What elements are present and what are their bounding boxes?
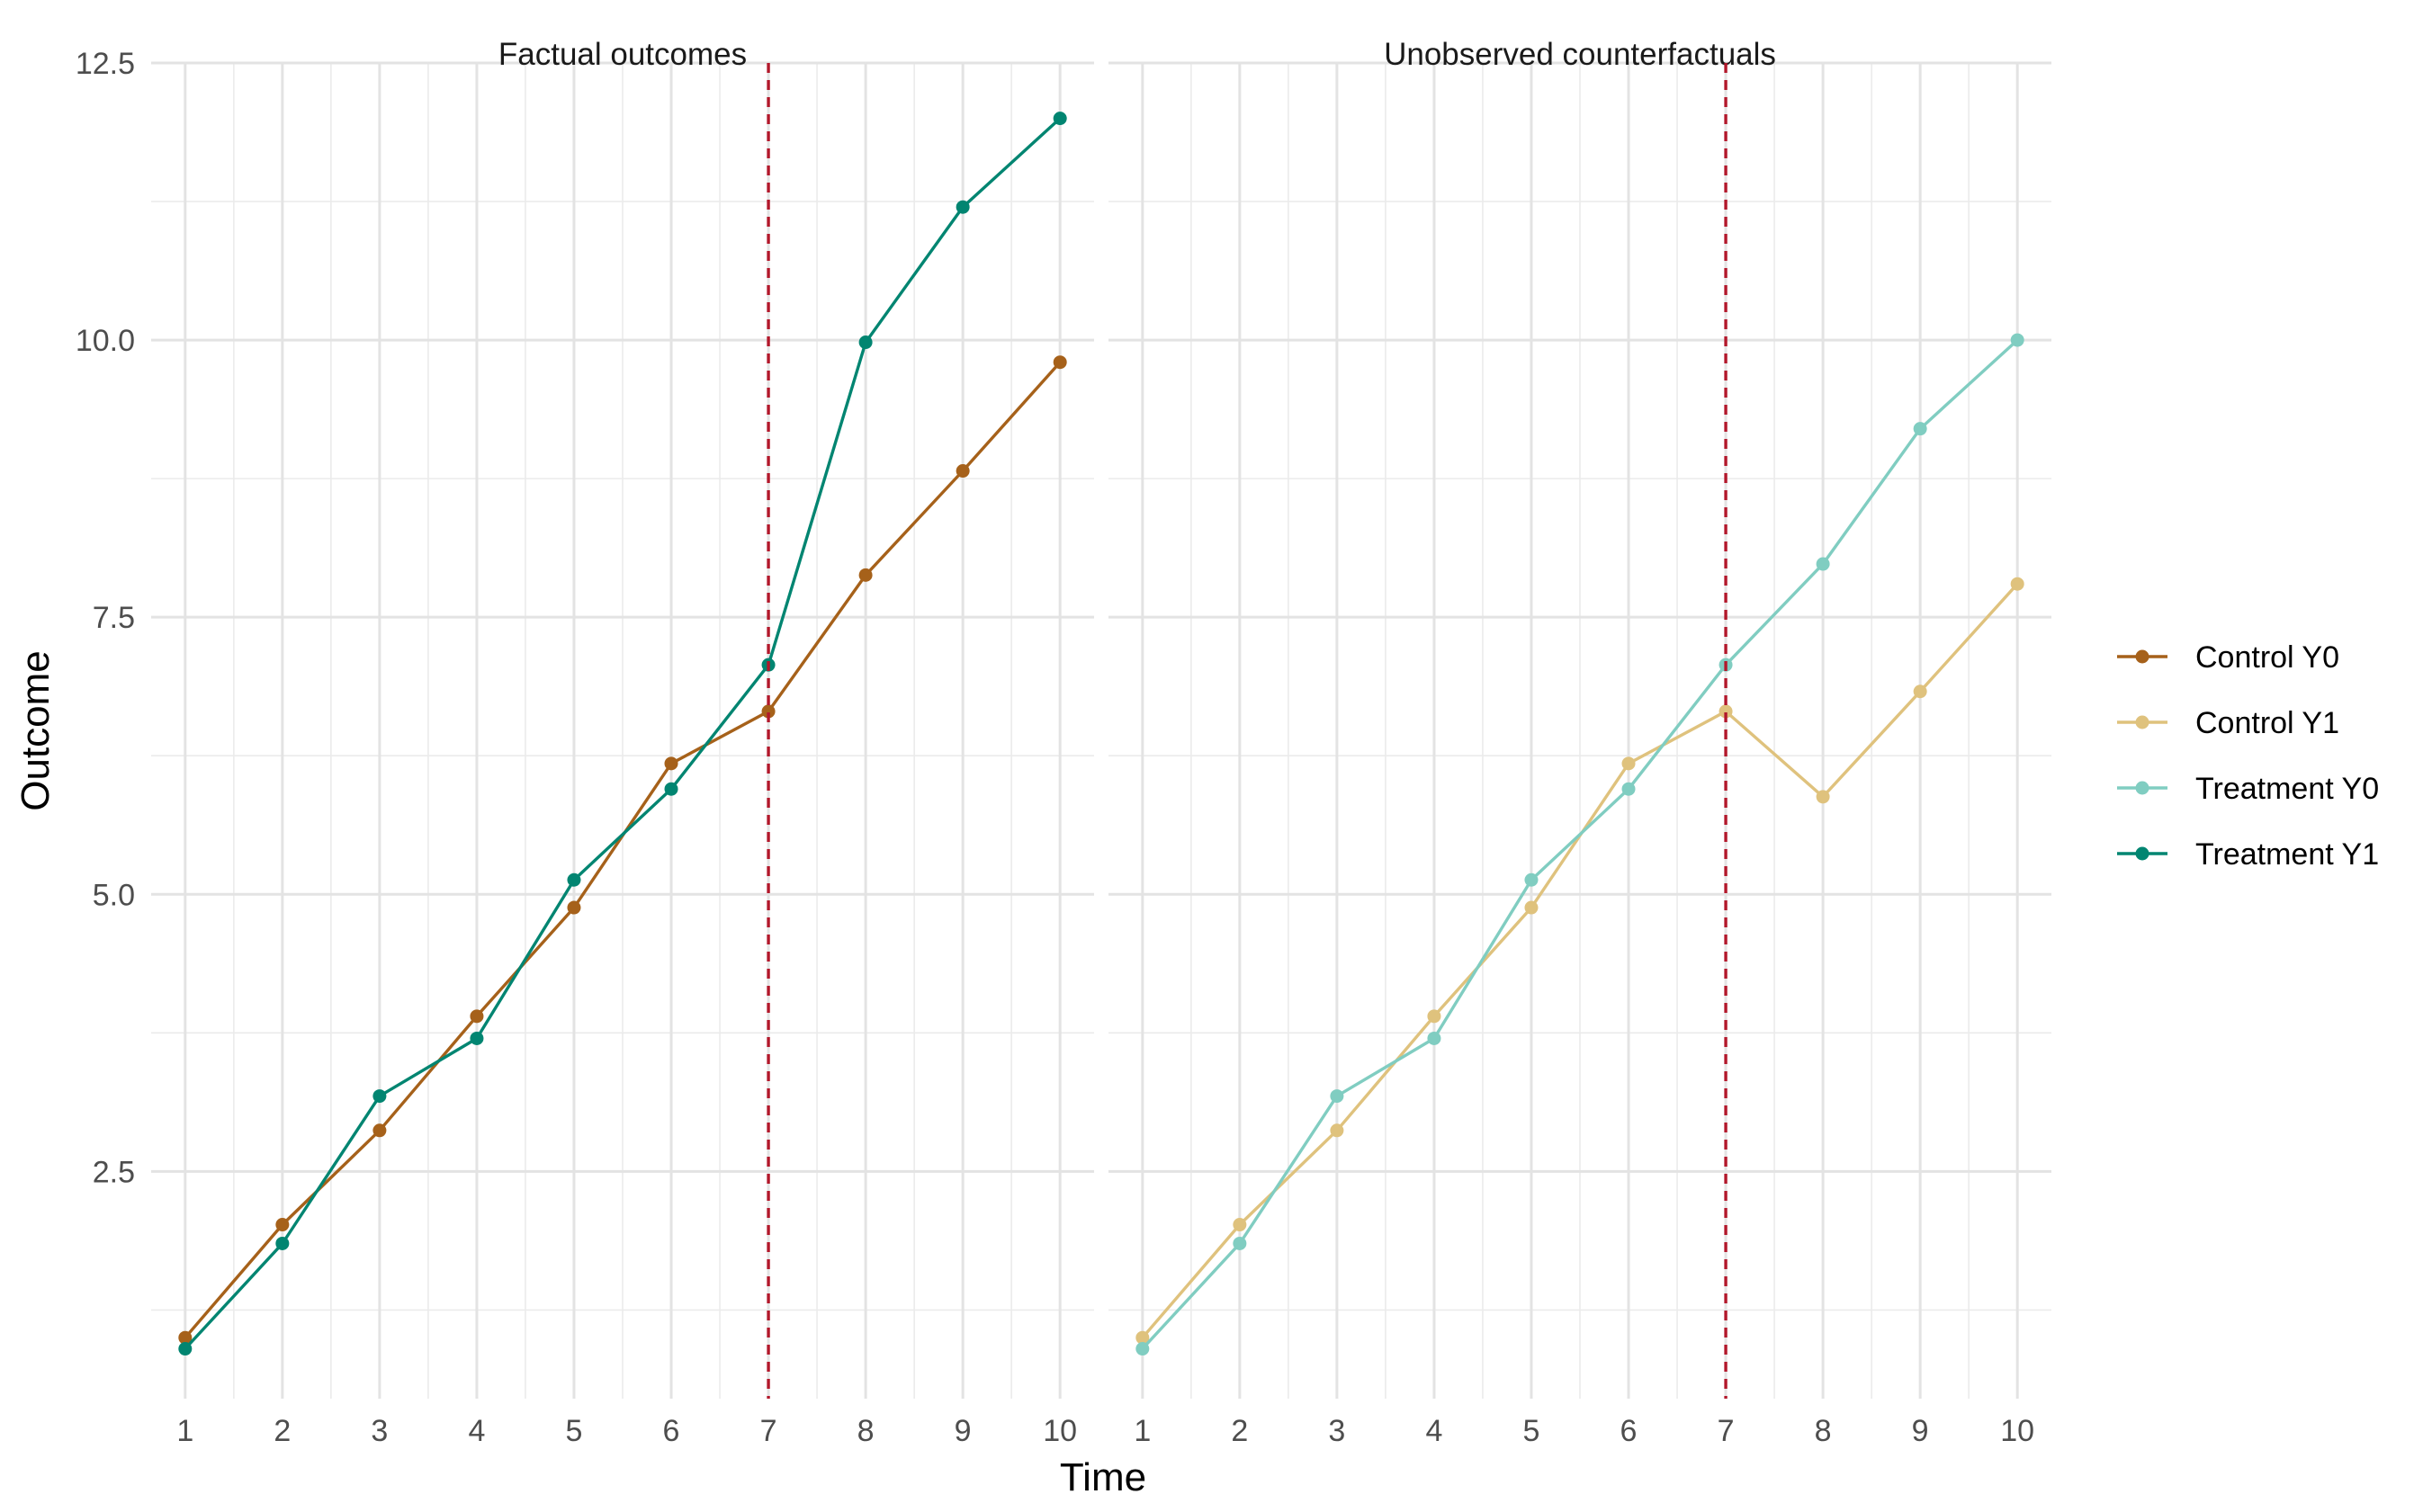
data-point <box>1233 1218 1247 1232</box>
data-point <box>178 1330 193 1345</box>
series-line <box>1141 338 2019 1350</box>
legend-label: Treatment Y0 <box>2195 772 2379 806</box>
x-tick-label: 6 <box>1620 1414 1638 1448</box>
data-point <box>664 756 678 771</box>
data-point <box>1816 557 1830 571</box>
series-line <box>184 117 1062 1350</box>
y-axis-title: Outcome <box>13 650 58 811</box>
y-tick-label: 2.5 <box>93 1155 135 1189</box>
data-point <box>1816 790 1830 804</box>
x-tick-label: 6 <box>663 1414 680 1448</box>
x-tick-label: 10 <box>1043 1414 1077 1448</box>
x-tick-label: 1 <box>176 1414 193 1448</box>
panel-2: Unobserved counterfactuals 1 2 3 4 5 6 7 8 9 10 <box>1108 37 2051 1448</box>
legend-item: Treatment Y1 <box>2117 837 2379 872</box>
y-tick-label: 7.5 <box>93 601 135 635</box>
data-point <box>2010 333 2024 347</box>
data-point <box>372 1123 387 1138</box>
data-point <box>372 1089 387 1104</box>
x-tick-label: 5 <box>566 1414 583 1448</box>
series-treatment-y1 <box>178 112 1067 1356</box>
data-point <box>1913 684 1927 699</box>
data-point <box>1621 782 1636 796</box>
data-point <box>1053 355 1067 370</box>
data-point <box>761 704 776 719</box>
x-tick-label: 5 <box>1523 1414 1540 1448</box>
data-point <box>1135 1342 1150 1356</box>
x-tick-label: 4 <box>468 1414 485 1448</box>
x-tick-label: 8 <box>1815 1414 1832 1448</box>
data-point <box>1524 872 1539 887</box>
legend-key-point <box>2135 715 2149 729</box>
data-point <box>956 200 970 214</box>
data-point <box>275 1236 290 1250</box>
x-tick-label: 10 <box>2000 1414 2034 1448</box>
x-tick-label: 3 <box>1328 1414 1345 1448</box>
data-point <box>1330 1123 1344 1138</box>
data-point <box>470 1031 484 1045</box>
x-tick-label: 1 <box>1134 1414 1151 1448</box>
data-point <box>1427 1031 1441 1045</box>
x-tick-label: 4 <box>1425 1414 1442 1448</box>
data-point <box>1330 1089 1344 1104</box>
legend-key-point <box>2135 846 2149 861</box>
panel-1: Factual outcomes 1 2 3 4 5 6 7 8 9 10 <box>151 37 1094 1448</box>
y-tick-label: 10.0 <box>76 324 135 358</box>
data-point <box>664 782 678 796</box>
x-tick-label: 3 <box>371 1414 388 1448</box>
data-point <box>1135 1330 1150 1345</box>
data-point <box>1913 422 1927 436</box>
legend-key-point <box>2135 781 2149 795</box>
data-point <box>1719 704 1733 719</box>
y-tick-label: 12.5 <box>76 47 135 81</box>
legend-label: Control Y0 <box>2195 640 2339 675</box>
x-tick-label: 7 <box>1718 1414 1735 1448</box>
x-tick-label: 9 <box>1912 1414 1929 1448</box>
panel-title: Unobserved counterfactuals <box>1384 37 1776 72</box>
y-tick-label: 5.0 <box>93 878 135 912</box>
x-tick-label: 8 <box>857 1414 875 1448</box>
data-point <box>178 1342 193 1356</box>
data-point <box>567 872 581 887</box>
data-point <box>1621 756 1636 771</box>
data-point <box>858 336 873 350</box>
legend-item: Treatment Y0 <box>2117 772 2379 806</box>
data-point <box>275 1218 290 1232</box>
data-point <box>2010 577 2024 591</box>
data-point <box>858 568 873 582</box>
data-point <box>470 1009 484 1024</box>
legend-item: Control Y0 <box>2117 640 2339 675</box>
data-point <box>956 464 970 479</box>
x-tick-label: 7 <box>760 1414 777 1448</box>
legend: Control Y0 Control Y1 Treatment Y0 Treatmen… <box>2117 640 2379 872</box>
legend-label: Treatment Y1 <box>2195 837 2379 872</box>
legend-item: Control Y1 <box>2117 706 2339 740</box>
legend-label: Control Y1 <box>2195 706 2339 740</box>
x-tick-label: 9 <box>955 1414 972 1448</box>
legend-key-point <box>2135 649 2149 664</box>
x-tick-label: 2 <box>1231 1414 1248 1448</box>
panel-title: Factual outcomes <box>498 37 747 72</box>
data-point <box>567 900 581 915</box>
data-point <box>1053 112 1067 126</box>
x-axis-title: Time <box>1060 1455 1146 1499</box>
x-tick-label: 2 <box>274 1414 291 1448</box>
data-point <box>1524 900 1539 915</box>
data-point <box>1427 1009 1441 1024</box>
data-point <box>1233 1236 1247 1250</box>
